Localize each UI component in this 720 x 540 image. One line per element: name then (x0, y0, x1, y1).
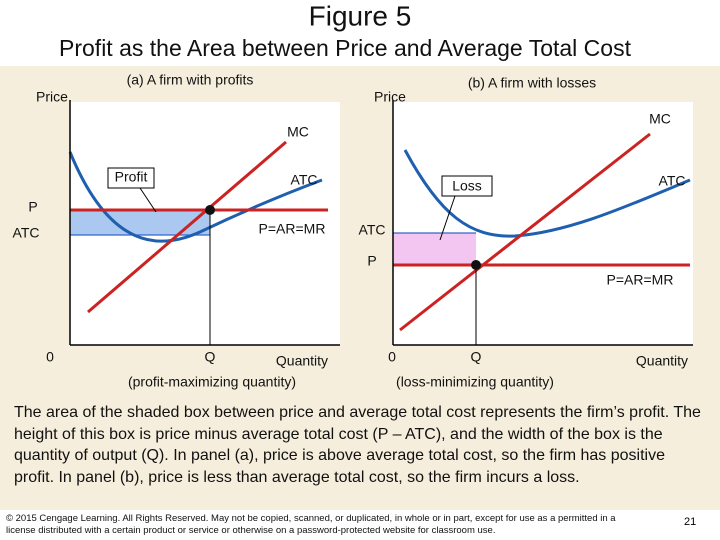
panel-heading: (b) A firm with losses (468, 75, 596, 91)
atc-curve (403, 149, 691, 238)
q-label: Q (205, 349, 216, 365)
p-label: P (28, 199, 37, 215)
origin: 0 (388, 349, 396, 365)
atc-curve (68, 151, 323, 243)
caption: The area of the shaded box between price… (14, 404, 701, 486)
panel-heading: (a) A firm with profits (127, 72, 254, 88)
q-label: Q (471, 349, 482, 365)
atc-label: ATC (659, 173, 686, 189)
y-axis-label: Price (36, 89, 68, 105)
area-label: Loss (452, 178, 482, 194)
demand-label: P=AR=MR (259, 221, 326, 237)
label-box (441, 175, 493, 197)
mc-line (399, 132, 651, 332)
x-axis-label: Quantity (276, 353, 328, 369)
plot-b (393, 102, 693, 345)
mc-line (87, 140, 287, 314)
demand-label: P=AR=MR (607, 272, 674, 288)
area-label: Profit (115, 169, 148, 185)
origin: 0 (46, 349, 54, 365)
atc-level-label: ATC (13, 225, 40, 241)
pointer (439, 195, 456, 241)
point (471, 260, 481, 270)
loss-box (393, 233, 476, 265)
point (205, 205, 215, 215)
subtitle: Profit as the Area between Price and Ave… (59, 35, 632, 61)
label-box (107, 167, 155, 189)
page-number: 21 (684, 516, 697, 528)
title: Figure 5 (309, 0, 412, 31)
p-label: P (367, 253, 376, 269)
atc-label: ATC (291, 172, 318, 188)
copyright: © 2015 Cengage Learning. All Rights Rese… (6, 513, 616, 536)
x-axis-label: Quantity (636, 353, 688, 369)
profit-box (70, 210, 210, 235)
mc-label: MC (287, 124, 309, 140)
atc-level-label: ATC (359, 222, 386, 238)
mc-label: MC (649, 111, 671, 127)
q-note: (profit-maximizing quantity) (128, 374, 296, 390)
y-axis-label: Price (374, 89, 406, 105)
pointer (139, 187, 157, 213)
q-note: (loss-minimizing quantity) (396, 374, 554, 390)
